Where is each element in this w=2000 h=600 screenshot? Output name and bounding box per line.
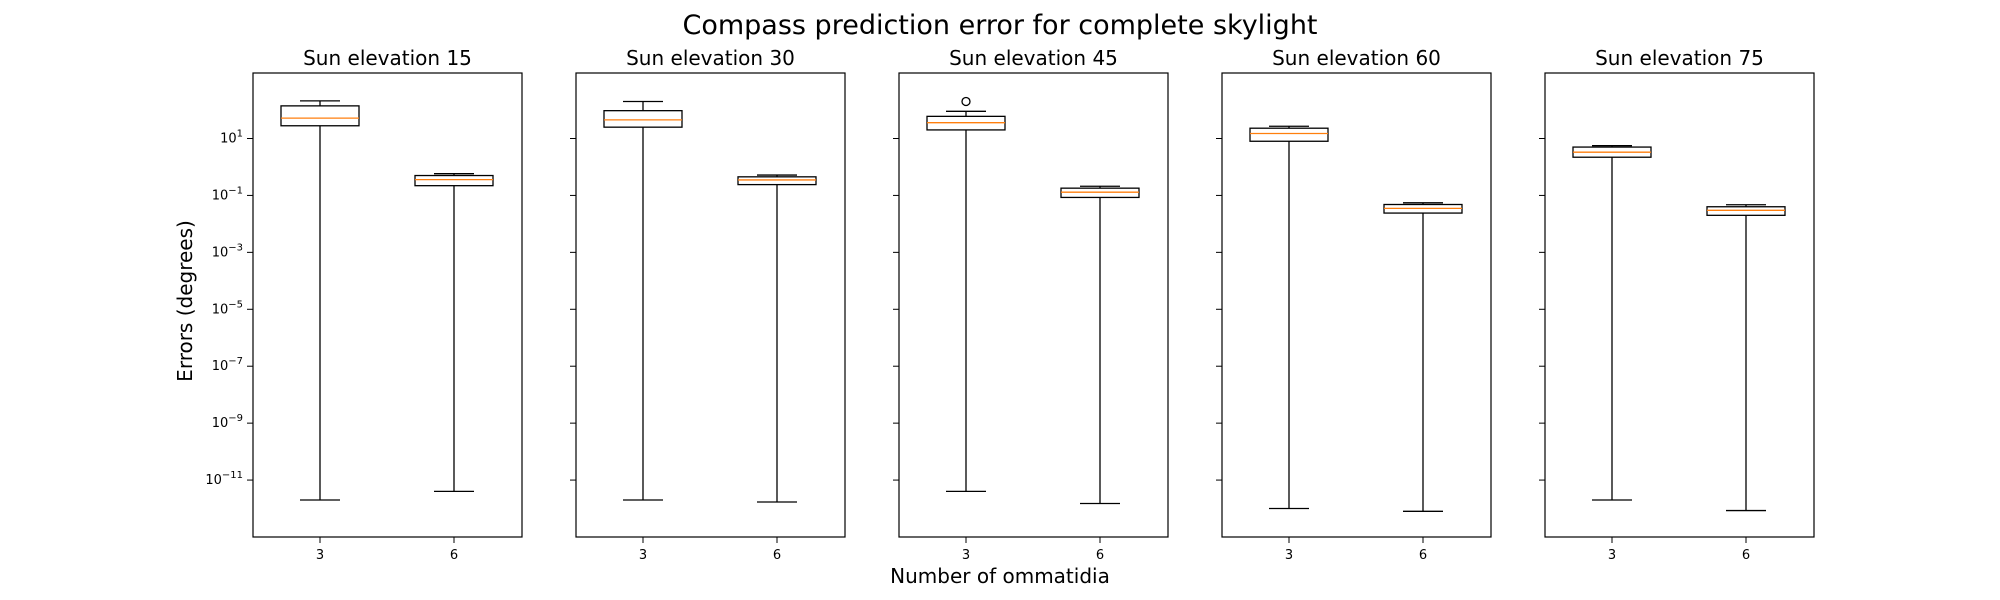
x-tick-label: 3 [316, 548, 324, 563]
panel-1: Sun elevation 1510−1110−910−710−510−310−… [205, 46, 523, 563]
panels: Sun elevation 1510−1110−910−710−510−310−… [205, 46, 1815, 563]
iqr-box [737, 176, 817, 186]
x-tick-label: 3 [1285, 548, 1293, 563]
iqr-box [414, 174, 494, 187]
box-6 [1706, 204, 1786, 512]
x-tick-label: 3 [639, 548, 647, 563]
panel-title: Sun elevation 30 [626, 46, 795, 70]
y-tick-label: 10−9 [212, 413, 243, 431]
box-6 [1060, 185, 1140, 505]
panel-frame [575, 72, 846, 538]
box-6 [737, 174, 817, 503]
box-6 [1383, 202, 1463, 512]
x-tick-label: 3 [1608, 548, 1616, 563]
y-tick-label-base: 10 [212, 416, 229, 431]
box-3 [1572, 145, 1652, 501]
y-tick-label: 10−11 [205, 470, 243, 488]
flier-point [961, 96, 971, 107]
box-3 [603, 100, 683, 501]
panel-title: Sun elevation 75 [1595, 46, 1764, 70]
y-tick-label: 10−1 [212, 185, 243, 203]
y-tick-label: 10−7 [212, 356, 243, 374]
panel-title: Sun elevation 15 [303, 46, 472, 70]
iqr-box [603, 110, 683, 128]
panel-frame [252, 72, 523, 538]
panel-3: Sun elevation 45 3 6 [893, 46, 1169, 563]
y-tick-label: 10−5 [212, 299, 243, 317]
x-tick-label: 6 [1096, 548, 1104, 563]
panel-title: Sun elevation 60 [1272, 46, 1441, 70]
y-tick-label-exponent: −3 [228, 242, 243, 253]
box-3 [926, 96, 1006, 493]
box-3 [280, 100, 360, 501]
y-tick-label-exponent: −11 [222, 470, 243, 481]
x-tick-label: 3 [962, 548, 970, 563]
x-tick-label: 6 [1419, 548, 1427, 563]
y-tick-label-exponent: −5 [228, 299, 243, 310]
y-tick-label: 10−3 [212, 242, 243, 260]
y-tick-label-base: 10 [205, 473, 222, 488]
y-tick-label-base: 10 [212, 188, 229, 203]
box-6 [414, 173, 494, 493]
panel-frame [1221, 72, 1492, 538]
iqr-box [1706, 206, 1786, 216]
box-3 [1249, 125, 1329, 510]
x-tick-label: 6 [450, 548, 458, 563]
y-tick-label-exponent: −9 [228, 413, 243, 424]
panel-4: Sun elevation 60 3 6 [1216, 46, 1492, 563]
y-axis-label: Errors (degrees) [173, 220, 197, 382]
x-tick-label: 6 [1742, 548, 1750, 563]
iqr-box [1249, 127, 1329, 142]
panel-2: Sun elevation 30 3 6 [570, 46, 846, 563]
y-tick-label-base: 10 [212, 359, 229, 374]
panel-title: Sun elevation 45 [949, 46, 1118, 70]
panel-frame [1544, 72, 1815, 538]
y-tick-label-base: 10 [212, 245, 229, 260]
y-tick-label-exponent: 1 [237, 128, 243, 139]
y-tick-label-base: 10 [220, 131, 237, 146]
figure-title: Compass prediction error for complete sk… [682, 10, 1317, 41]
panel-frame [898, 72, 1169, 538]
y-tick-label-exponent: −7 [228, 356, 243, 367]
y-tick-label: 101 [220, 128, 243, 146]
y-tick-label-exponent: −1 [228, 185, 243, 196]
panel-5: Sun elevation 75 3 6 [1539, 46, 1815, 563]
x-tick-label: 6 [773, 548, 781, 563]
y-tick-label-base: 10 [212, 302, 229, 317]
x-axis-label: Number of ommatidia [890, 564, 1110, 588]
iqr-box [280, 105, 360, 127]
